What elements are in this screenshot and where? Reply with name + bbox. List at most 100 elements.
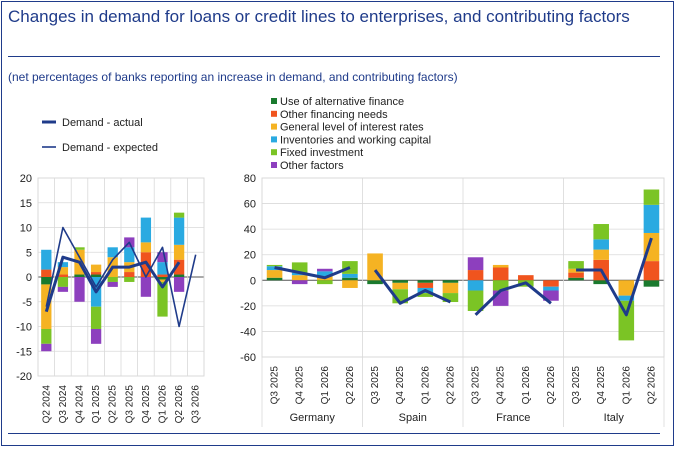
title-rule <box>8 56 660 57</box>
left-bar-segment <box>41 269 52 277</box>
right-bar-segment <box>367 280 383 285</box>
right-bar-segment <box>266 270 283 278</box>
legend-label-expected: Demand - expected <box>62 142 158 154</box>
left-y-tick-label: 15 <box>20 198 32 210</box>
right-bar-segment <box>593 280 609 285</box>
right-bar-segment <box>492 267 509 281</box>
left-bar-segment <box>90 306 102 329</box>
left-bar-segment <box>74 247 85 250</box>
left-bar-segment <box>157 281 168 317</box>
left-bar-segment <box>41 328 52 344</box>
left-bar-segment <box>74 277 85 302</box>
right-bar-segment <box>442 293 459 303</box>
right-y-tick-label: -20 <box>240 301 256 313</box>
left-bar-segment <box>173 274 185 277</box>
legend-swatch-alt_finance <box>271 98 277 104</box>
left-bar-segment <box>107 247 118 258</box>
right-bar-segment <box>291 262 308 273</box>
left-bar-segment <box>157 279 168 282</box>
left-bar-segment <box>173 277 185 292</box>
right-x-tick-label: Q3 2025 <box>370 366 381 405</box>
right-bar-segment <box>643 204 660 233</box>
left-x-tick-label: Q2 2024 <box>41 385 52 424</box>
right-y-tick-label: 60 <box>244 199 256 211</box>
right-y-tick-label: 40 <box>244 224 256 236</box>
left-bar-segment <box>41 249 52 270</box>
right-bar-segment <box>492 264 509 268</box>
left-bar-segment <box>124 277 135 282</box>
left-bar-segment <box>140 217 152 243</box>
left-bar-segment <box>157 277 168 280</box>
left-bar-segment <box>157 262 168 275</box>
right-bar-segment <box>342 277 358 281</box>
left-x-tick-label: Q3 2025 <box>124 385 135 424</box>
chart-title: Changes in demand for loans or credit li… <box>8 7 630 26</box>
right-line-actual <box>373 269 452 305</box>
country-label: Spain <box>399 412 427 424</box>
right-x-tick-label: Q1 2026 <box>621 366 632 405</box>
left-y-tick-label: -10 <box>16 322 32 334</box>
right-x-tick-label: Q3 2025 <box>270 366 281 405</box>
legend-label-actual: Demand - actual <box>62 117 143 129</box>
left-bar-segment <box>57 262 69 268</box>
right-bar-segment <box>568 272 584 278</box>
right-bar-segment <box>392 280 408 283</box>
left-bar-segment <box>107 277 118 282</box>
right-bar-segment <box>291 280 308 285</box>
left-bar-segment <box>173 217 185 245</box>
right-bar-segment <box>291 275 308 281</box>
country-label: Italy <box>604 412 625 424</box>
right-bar-segment <box>543 280 559 287</box>
footer-rule <box>8 433 660 434</box>
legend-swatch-other_financing <box>271 110 277 117</box>
right-x-tick-label: Q4 2025 <box>596 366 607 405</box>
right-x-tick-label: Q3 2025 <box>471 366 482 405</box>
left-bar-segment <box>90 272 102 275</box>
right-bar-segment <box>593 239 609 250</box>
right-bar-segment <box>518 275 534 281</box>
right-y-tick-label: 20 <box>244 250 256 262</box>
right-bar-segment <box>543 290 559 301</box>
left-bar-segment <box>74 274 85 277</box>
left-x-tick-label: Q1 2026 <box>158 385 169 424</box>
right-x-tick-label: Q2 2026 <box>546 366 557 405</box>
left-y-tick-label: 0 <box>26 272 32 284</box>
left-x-tick-label: Q1 2025 <box>91 385 102 424</box>
right-bar-segment <box>417 293 434 297</box>
right-x-tick-label: Q3 2025 <box>571 366 582 405</box>
left-y-tick-label: -20 <box>16 371 32 383</box>
right-bar-segment <box>317 280 333 285</box>
right-bar-segment <box>467 290 484 311</box>
right-bar-segment <box>467 270 484 281</box>
left-bar-segment <box>57 274 69 277</box>
left-line-expected <box>45 226 197 328</box>
right-x-tick-label: Q2 2026 <box>445 366 456 405</box>
legend-swatch-fixed_investment <box>271 149 277 156</box>
legend-label-interest_rates: General level of interest rates <box>280 122 424 134</box>
right-x-tick-label: Q1 2026 <box>420 366 431 405</box>
left-x-tick-label: Q4 2024 <box>75 385 86 424</box>
right-x-tick-label: Q1 2026 <box>521 366 532 405</box>
legend-label-other_factors: Other factors <box>280 160 344 172</box>
left-y-tick-label: 10 <box>20 223 32 235</box>
left-y-tick-label: -15 <box>16 346 32 358</box>
right-bar-segment <box>467 257 484 271</box>
chart-subtitle: (net percentages of banks reporting an i… <box>8 70 458 84</box>
right-x-tick-label: Q4 2025 <box>295 366 306 405</box>
country-label: France <box>496 412 530 424</box>
right-bar-segment <box>543 286 559 291</box>
right-bar-segment <box>392 282 408 290</box>
left-bar-segment <box>90 264 102 273</box>
right-bar-segment <box>442 280 459 283</box>
left-bar-segment <box>57 267 69 275</box>
right-bar-segment <box>643 261 660 281</box>
right-bar-segment <box>643 280 660 287</box>
right-bar-segment <box>568 277 584 281</box>
right-bar-segment <box>593 249 609 260</box>
left-y-tick-label: 5 <box>26 247 32 259</box>
right-bar-segment <box>266 277 283 281</box>
right-x-tick-label: Q4 2025 <box>395 366 406 405</box>
right-bar-segment <box>317 271 333 277</box>
